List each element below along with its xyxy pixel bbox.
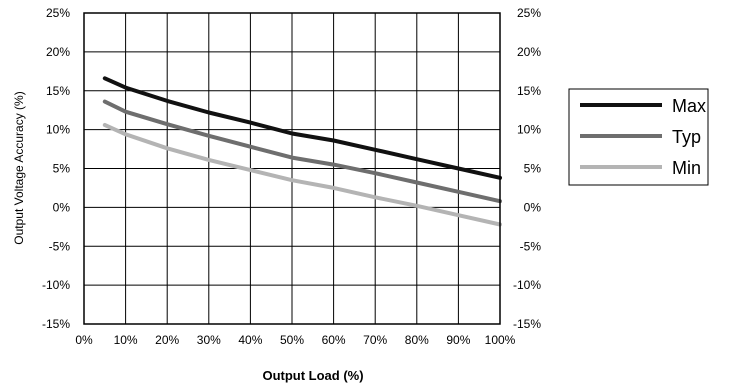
legend-label-max: Max (672, 96, 706, 116)
y-tick-label-left: -5% (49, 239, 71, 253)
x-tick-label: 80% (405, 333, 429, 347)
y-tick-label-left: -10% (42, 278, 70, 292)
legend: Max Typ Min (568, 88, 709, 186)
y-tick-label-right: -5% (520, 239, 542, 253)
x-tick-label: 70% (363, 333, 387, 347)
legend-label-min: Min (672, 158, 701, 178)
y-tick-label-right: 20% (517, 45, 541, 59)
x-tick-label: 50% (280, 333, 304, 347)
y-tick-label-right: -10% (513, 278, 541, 292)
x-tick-label: 40% (238, 333, 262, 347)
y-tick-label-left: 25% (46, 6, 70, 20)
y-tick-label-left: -15% (42, 317, 70, 331)
y-tick-label-left: 20% (46, 45, 70, 59)
legend-label-typ: Typ (672, 127, 701, 147)
x-tick-label: 30% (197, 333, 221, 347)
y-tick-label-right: -15% (513, 317, 541, 331)
x-tick-label: 0% (75, 333, 93, 347)
y-tick-label-left: 10% (46, 123, 70, 137)
y-tick-label-left: 15% (46, 84, 70, 98)
x-tick-label: 60% (322, 333, 346, 347)
plot-frame (83, 12, 501, 325)
y-tick-label-right: 0% (524, 200, 542, 214)
series-line-min (102, 123, 502, 227)
x-axis-label: Output Load (%) (262, 368, 363, 383)
x-tick-label: 100% (485, 333, 516, 347)
y-tick-label-right: 10% (517, 123, 541, 137)
tick-labels: 0% 10% 20% 30% 40% 50% 60% 70% 80% 90% 100% -15% -15… (42, 6, 541, 347)
grid (84, 13, 500, 324)
y-tick-label-left: 0% (53, 200, 71, 214)
series-line-max (102, 76, 502, 180)
x-tick-label: 10% (114, 333, 138, 347)
y-tick-label-left: 5% (53, 162, 71, 176)
y-axis-label: Output Voltage Accuracy (%) (12, 91, 26, 244)
x-tick-label: 20% (155, 333, 179, 347)
y-tick-label-right: 25% (517, 6, 541, 20)
y-tick-label-right: 5% (524, 162, 542, 176)
x-tick-label: 90% (446, 333, 470, 347)
series-lines (102, 76, 502, 227)
series-line-typ (102, 99, 502, 204)
y-tick-label-right: 15% (517, 84, 541, 98)
